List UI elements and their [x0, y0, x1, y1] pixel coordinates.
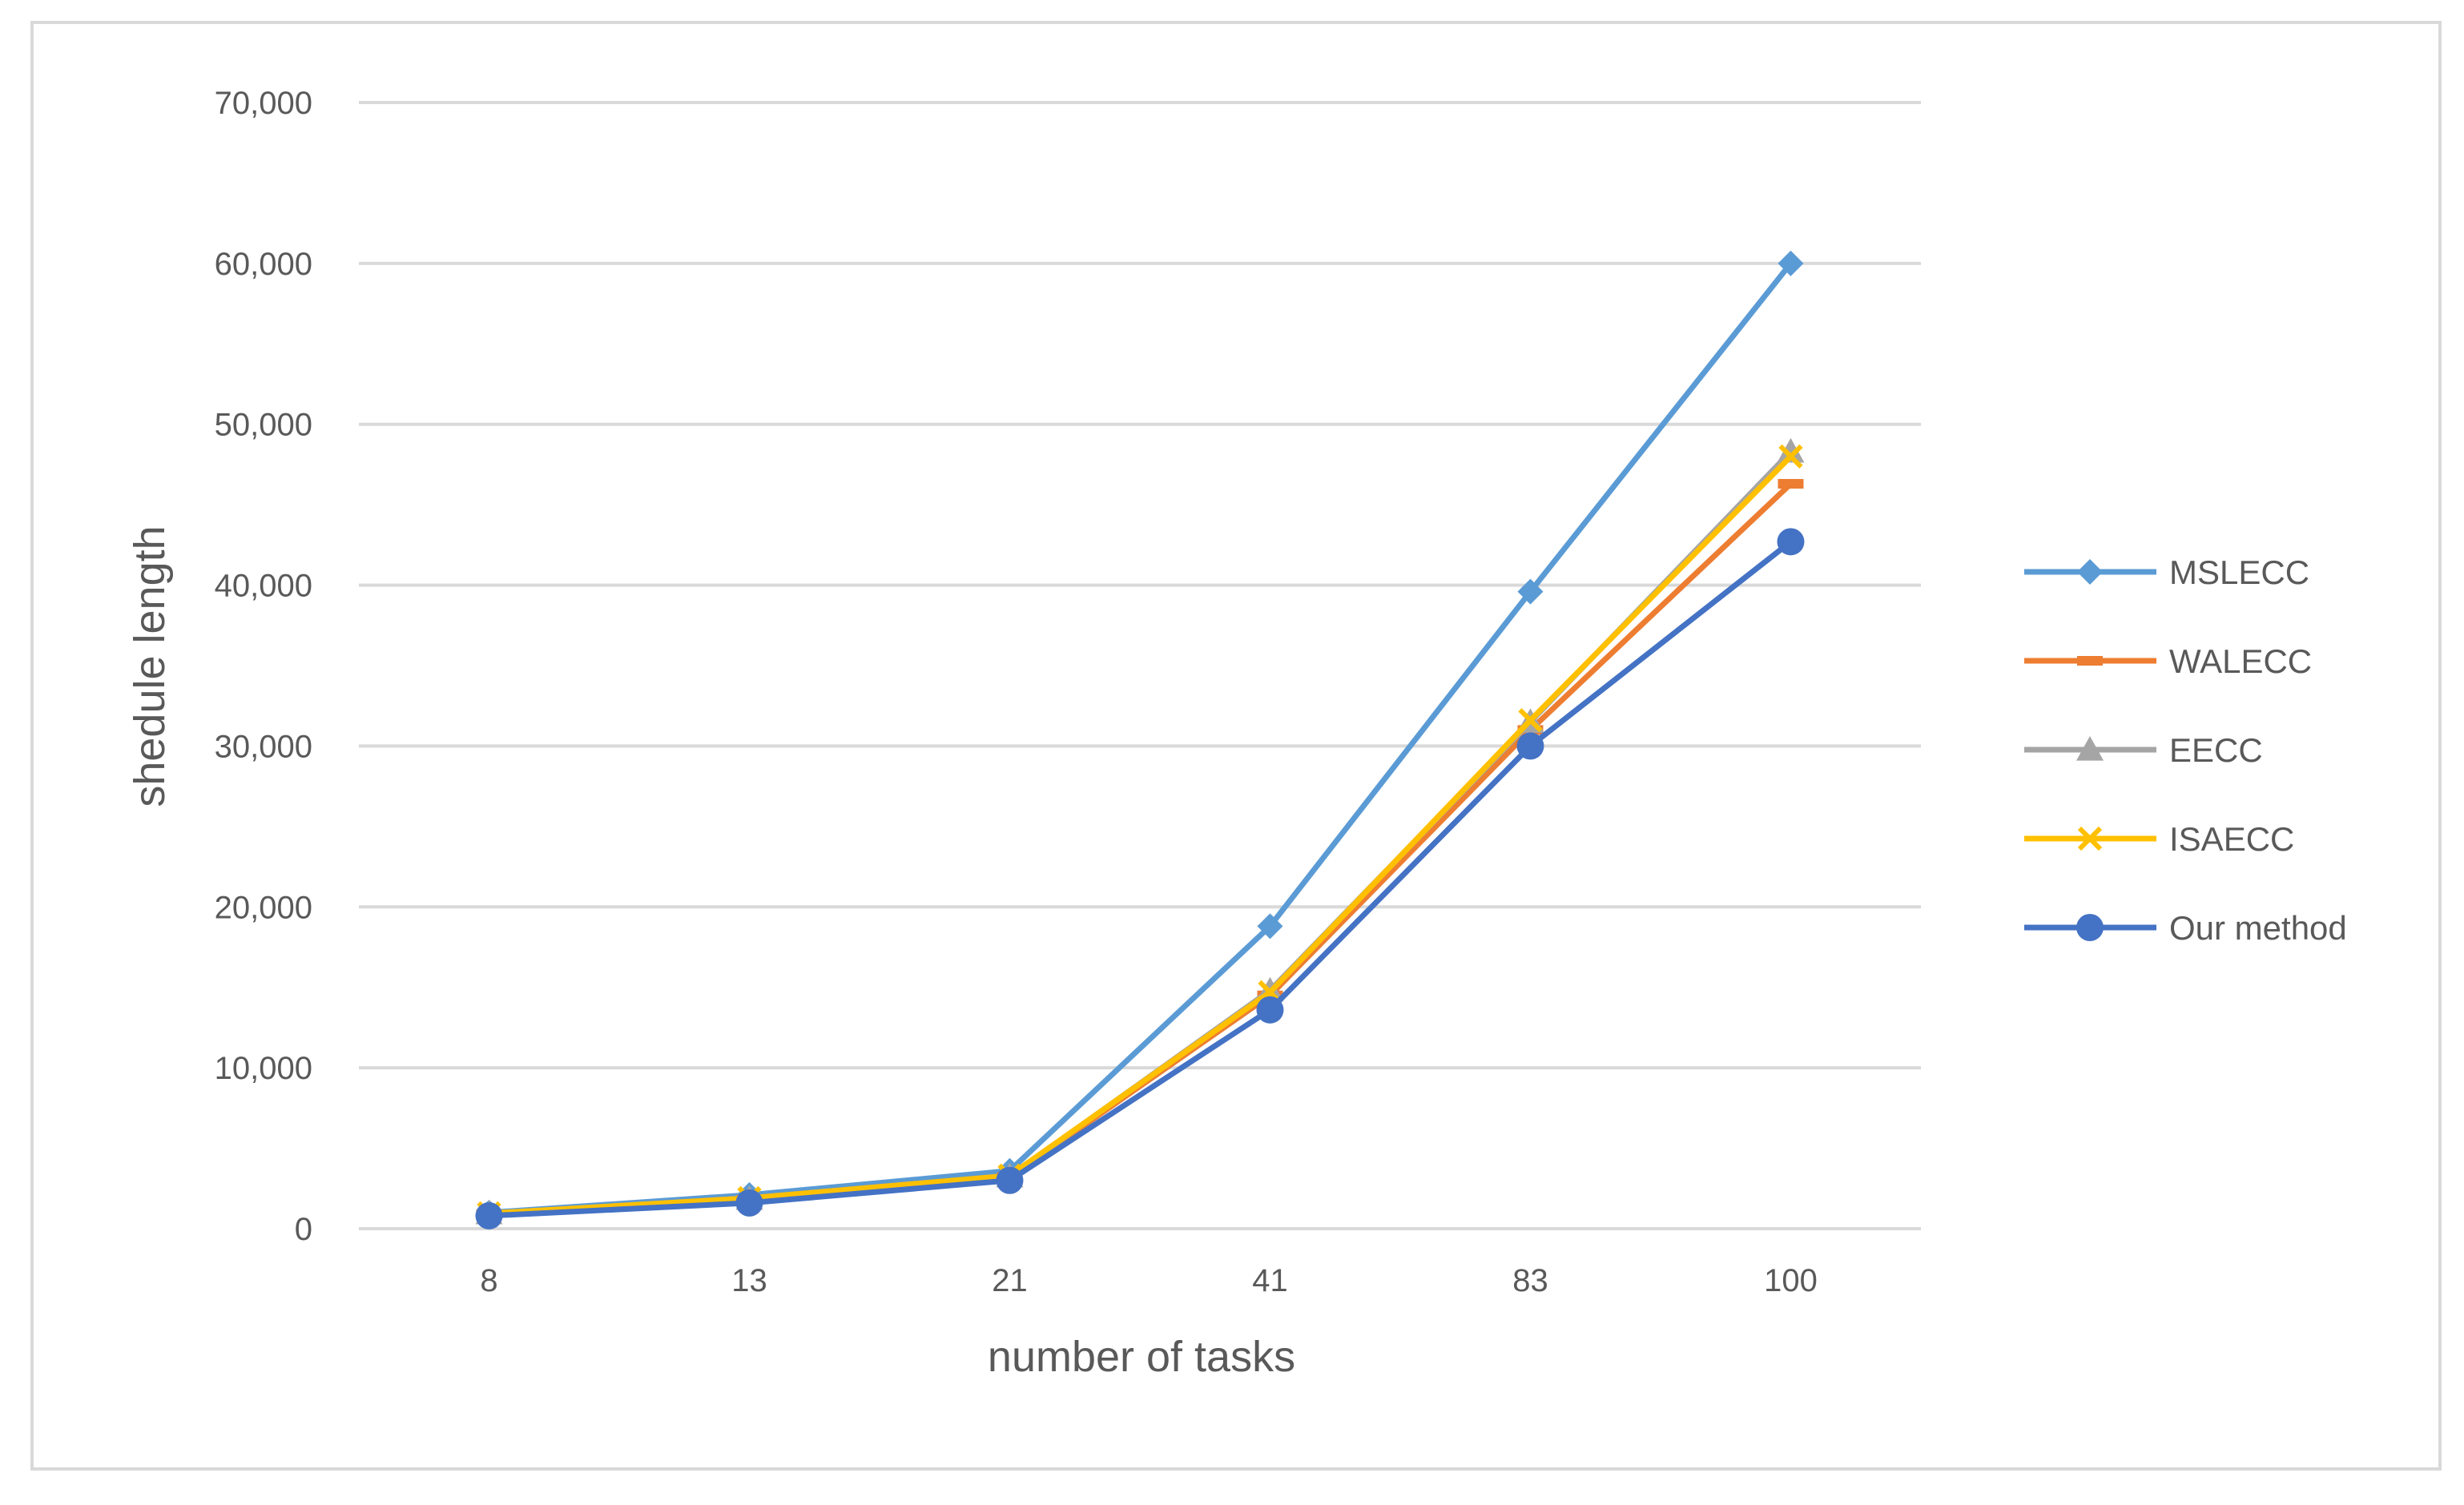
series-mslecc [476, 250, 1804, 1225]
series-eecc [475, 437, 1805, 1225]
data-point [1516, 732, 1544, 760]
data-point [1777, 528, 1805, 556]
y-axis-ticks: 0 10,000 20,000 30,000 40,000 50,000 60,000 70,… [215, 86, 312, 1247]
x-axis-ticks: 8 13 21 41 83 100 [480, 1263, 1818, 1298]
y-tick-label: 0 [295, 1212, 312, 1247]
legend: MSLECC WALECC EECC ISAECC Our method [2024, 553, 2347, 947]
data-point [1256, 996, 1284, 1024]
x-tick-label: 8 [480, 1263, 497, 1298]
y-tick-label: 50,000 [215, 408, 312, 443]
y-tick-label: 30,000 [215, 729, 312, 764]
series-our-method [475, 528, 1805, 1229]
x-stroke [2077, 826, 2103, 851]
legend-item-our-method: Our method [2024, 909, 2347, 947]
data-point [735, 1189, 763, 1217]
legend-label: Our method [2169, 909, 2347, 947]
legend-marker [2077, 559, 2103, 585]
x-stroke [1778, 444, 1803, 469]
y-tick-label: 10,000 [215, 1051, 312, 1086]
data-point [1517, 578, 1544, 605]
data-point [1777, 437, 1805, 463]
series-walecc [476, 479, 1804, 1219]
y-tick-label: 20,000 [215, 890, 312, 925]
legend-label: ISAECC [2169, 820, 2294, 858]
x-tick-label: 41 [1252, 1263, 1288, 1298]
series-line [486, 481, 1794, 1217]
x-tick-label: 100 [1764, 1263, 1818, 1298]
data-point [475, 1201, 503, 1229]
legend-marker [2077, 826, 2103, 851]
gridlines [359, 101, 1921, 1230]
legend-label: EECC [2169, 731, 2263, 769]
data-point [1257, 913, 1283, 940]
series-line [486, 453, 1794, 1217]
series-line [486, 260, 1794, 1216]
legend-label: WALECC [2169, 642, 2312, 680]
legend-marker [2077, 656, 2103, 666]
legend-label: MSLECC [2169, 553, 2309, 591]
y-tick-label: 70,000 [215, 86, 312, 121]
legend-item-isaecc: ISAECC [2024, 820, 2294, 858]
legend-marker [2076, 736, 2104, 761]
legend-item-mslecc: MSLECC [2024, 553, 2309, 591]
x-tick-label: 21 [992, 1263, 1028, 1298]
series-line [486, 449, 1794, 1217]
x-stroke [1518, 708, 1543, 733]
y-tick-label: 60,000 [215, 247, 312, 282]
legend-item-eecc: EECC [2024, 731, 2263, 769]
data-point [1778, 250, 1804, 276]
y-tick-label: 40,000 [215, 569, 312, 604]
data-point [1778, 444, 1803, 469]
legend-item-walecc: WALECC [2024, 642, 2312, 680]
legend-marker [2076, 914, 2104, 941]
series-isaecc [477, 444, 1803, 1226]
data-point [1518, 708, 1543, 733]
x-axis-title: number of tasks [988, 1333, 1295, 1381]
series-lines [475, 250, 1805, 1229]
data-point [996, 1166, 1024, 1194]
x-tick-label: 13 [731, 1263, 767, 1298]
data-point [1778, 479, 1804, 489]
x-tick-label: 83 [1512, 1263, 1548, 1298]
series-line [486, 538, 1794, 1219]
y-axis-title: shedule length [126, 525, 174, 807]
